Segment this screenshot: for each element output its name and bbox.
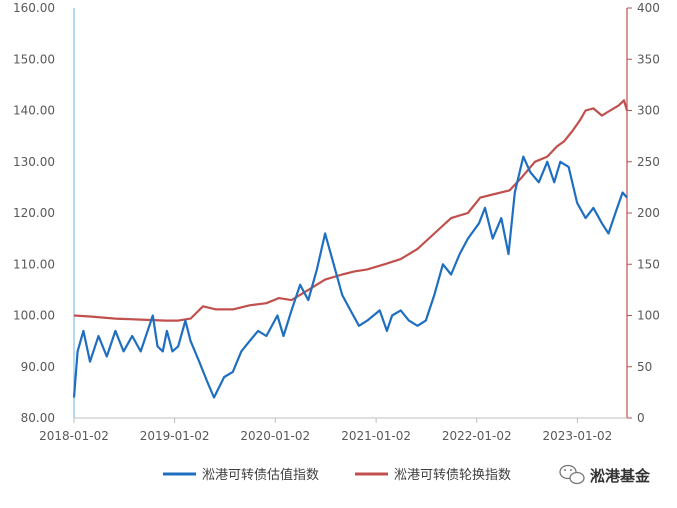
x-tick-label: 2022-01-02 [442, 429, 512, 443]
y-right-tick-label: 200 [637, 206, 660, 220]
x-tick-label: 2018-01-02 [39, 429, 109, 443]
y-right-tick-label: 50 [637, 360, 652, 374]
y-right-tick-label: 300 [637, 104, 660, 118]
y-right-tick-label: 100 [637, 309, 660, 323]
y-left-tick-label: 100.00 [13, 309, 55, 323]
y-right-tick-label: 150 [637, 257, 660, 271]
y-left-tick-label: 160.00 [13, 1, 55, 15]
y-left-tick-label: 120.00 [13, 206, 55, 220]
series-line-valuation-index [72, 155, 628, 399]
legend-label-rotation: 淞港可转债轮换指数 [394, 468, 511, 483]
y-right-tick-label: 400 [637, 1, 660, 15]
y-left-tick-label: 140.00 [13, 104, 55, 118]
series-layer [72, 99, 629, 399]
wechat-icon [559, 464, 585, 485]
y-left-tick-label: 90.00 [21, 360, 55, 374]
x-tick-label: 2021-01-02 [341, 429, 411, 443]
watermark: 淞港基金 [559, 464, 651, 485]
axes: 80.00 90.00 100.00 110.00 120.00 130.00 140.00… [13, 1, 660, 443]
y-right-tick-label: 0 [637, 411, 645, 425]
y-left-tick-label: 150.00 [13, 52, 55, 66]
watermark-text: 淞港基金 [590, 467, 651, 485]
x-tick-label: 2023-01-02 [543, 429, 613, 443]
legend: 淞港可转债估值指数 淞港可转债轮换指数 [163, 467, 511, 483]
y-left-tick-label: 80.00 [21, 411, 55, 425]
y-right-tick-label: 250 [637, 155, 660, 169]
y-left-tick-label: 110.00 [13, 257, 55, 271]
x-tick-label: 2020-01-02 [240, 429, 310, 443]
y-left-tick-label: 130.00 [13, 155, 55, 169]
y-right-tick-label: 350 [637, 52, 660, 66]
series-line-rotation-index [73, 99, 629, 322]
legend-label-valuation: 淞港可转债估值指数 [202, 467, 319, 483]
x-tick-label: 2019-01-02 [140, 429, 210, 443]
